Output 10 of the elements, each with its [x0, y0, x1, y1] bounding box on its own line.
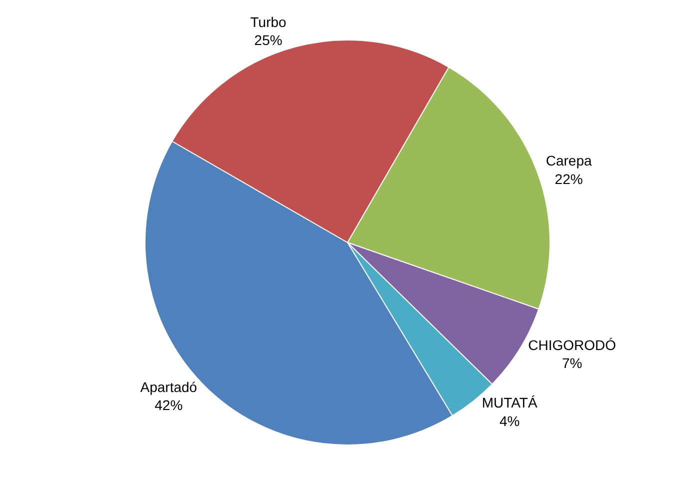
data-label: 22% [554, 170, 583, 187]
slice-label: Apartadó [140, 378, 198, 395]
data-label: 7% [562, 355, 582, 372]
data-label: 25% [254, 32, 282, 48]
slice-label: CHIGORODÓ [528, 336, 616, 353]
slice-label: MUTATÁ [482, 394, 538, 411]
slice-label: Carepa [546, 152, 592, 169]
data-label: 42% [154, 397, 183, 414]
data-label: 4% [499, 412, 520, 429]
slice-label: Turbo [250, 14, 287, 30]
